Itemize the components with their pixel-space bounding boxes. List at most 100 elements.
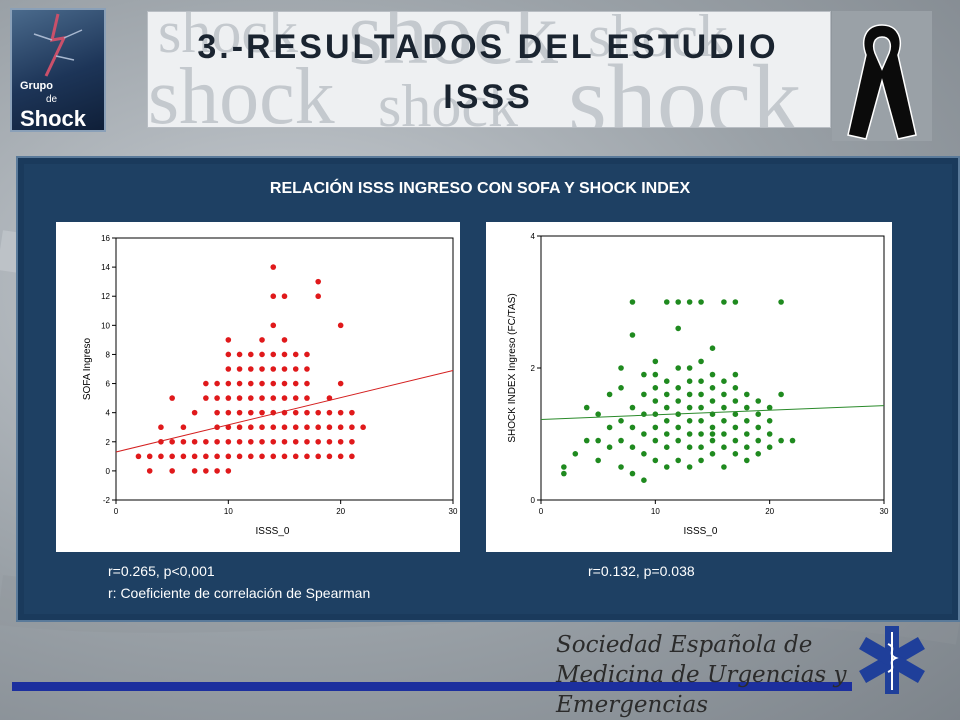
data-point [663, 431, 670, 437]
data-point [698, 457, 704, 464]
watermark-text: shock [568, 44, 802, 128]
logo-text-grupo: Grupo [20, 80, 53, 92]
data-point [225, 438, 232, 445]
data-point [721, 391, 727, 398]
star-of-life-icon [859, 626, 925, 694]
data-point [349, 453, 355, 460]
data-point [744, 457, 750, 464]
data-point [337, 409, 344, 416]
data-point [315, 293, 322, 300]
watermark-text: shock [378, 73, 518, 128]
y-tick-label: 16 [101, 234, 110, 243]
data-point [292, 438, 299, 445]
data-point [236, 409, 243, 416]
data-point [203, 438, 209, 445]
data-point [281, 351, 288, 358]
data-point [135, 453, 142, 460]
data-point [360, 424, 366, 431]
data-point [337, 424, 344, 431]
title-line-2: ISSS [443, 78, 533, 116]
data-point [248, 380, 254, 387]
watermark-text: shock [158, 11, 298, 65]
data-point [778, 391, 784, 398]
data-point [652, 424, 659, 431]
data-point [732, 424, 739, 431]
data-point [686, 431, 693, 437]
data-point [326, 424, 333, 431]
data-point [259, 453, 265, 460]
data-point [315, 409, 322, 416]
data-point [315, 453, 322, 460]
data-point [732, 385, 739, 391]
trend-line [540, 405, 885, 420]
data-point [304, 409, 310, 416]
stat-right: r=0.132, p=0.038 [588, 563, 695, 579]
y-tick-label: 12 [101, 292, 110, 301]
watermark-text: shock [148, 53, 335, 128]
data-point [709, 431, 716, 437]
data-point [766, 404, 773, 411]
data-point [663, 378, 670, 384]
y-tick-label: 2 [531, 364, 536, 373]
data-point [248, 438, 254, 445]
data-point [709, 385, 716, 391]
data-point [686, 444, 693, 450]
data-point [169, 453, 175, 460]
data-point [675, 385, 681, 391]
data-point [652, 457, 659, 464]
data-point [686, 464, 693, 470]
data-point [259, 337, 265, 343]
data-point [248, 409, 254, 416]
data-point [709, 371, 716, 378]
y-tick-label: 0 [106, 467, 111, 476]
data-point [744, 391, 750, 398]
data-point [721, 378, 727, 384]
data-point [732, 437, 739, 444]
data-point [698, 404, 704, 411]
data-point [158, 424, 164, 431]
x-tick-label: 30 [449, 507, 458, 516]
data-point [778, 299, 784, 305]
stat-left: r=0.265, p<0,001 [108, 563, 215, 579]
data-point [270, 264, 277, 270]
data-point [652, 437, 659, 444]
data-point [292, 424, 299, 431]
data-point [326, 409, 333, 416]
data-point [744, 431, 750, 437]
data-point [225, 366, 232, 372]
x-axis-label: ISSS_0 [684, 526, 718, 537]
society-line-1: Sociedad Española de [556, 632, 813, 658]
data-point [606, 444, 613, 450]
x-tick-label: 20 [336, 507, 345, 516]
x-tick-label: 10 [224, 507, 233, 516]
data-point [641, 451, 647, 457]
data-point [259, 351, 265, 358]
data-point [721, 404, 727, 411]
spearman-note: r: Coeficiente de correlación de Spearma… [108, 585, 371, 601]
data-point [709, 424, 716, 431]
data-point [618, 437, 624, 444]
data-point [732, 398, 739, 404]
data-point [270, 424, 277, 431]
data-point [270, 366, 277, 372]
data-point [744, 418, 750, 424]
data-point [732, 371, 739, 378]
data-point [281, 438, 288, 445]
data-point [675, 437, 681, 444]
data-point [146, 453, 153, 460]
data-point [259, 409, 265, 416]
data-point [225, 468, 232, 474]
data-point [270, 380, 277, 387]
data-point [225, 351, 232, 358]
x-axis-label: ISSS_0 [256, 526, 290, 537]
data-point [663, 391, 670, 398]
data-point [675, 398, 681, 404]
data-point [292, 366, 299, 372]
page-title: 3.-RESULTADOS DEL ESTUDIO ISSS [147, 22, 829, 122]
logo-text-de: de [46, 94, 58, 105]
data-point [315, 424, 322, 431]
x-tick-label: 20 [765, 507, 774, 516]
data-point [721, 431, 727, 437]
data-point [191, 409, 198, 416]
